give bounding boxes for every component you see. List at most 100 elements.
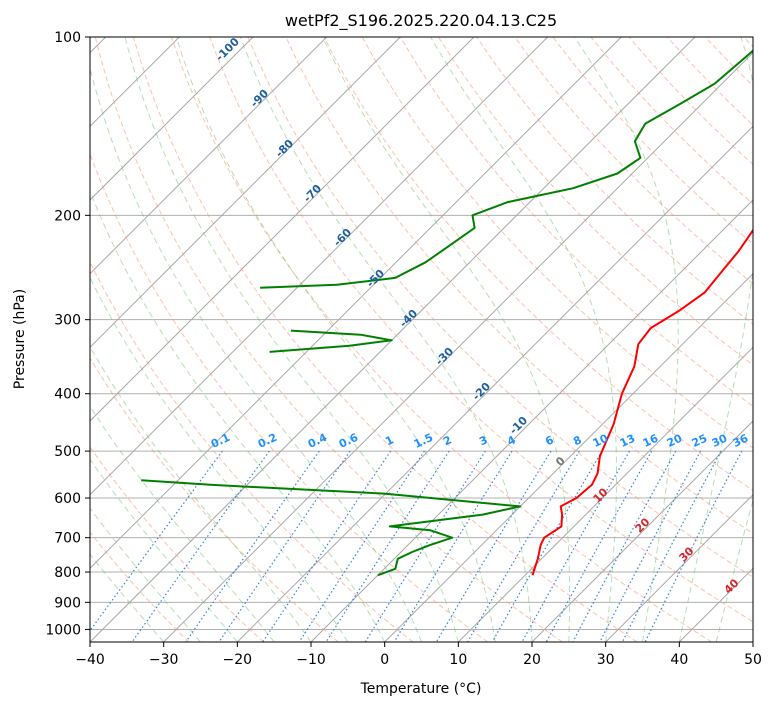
isotherm-line (236, 125, 753, 642)
dry-adiabat-label: -90 (248, 87, 271, 110)
moist-adiabat-line (430, 37, 617, 642)
dry-adiabat-line (90, 260, 414, 642)
dry-adiabat-label: -80 (273, 137, 296, 160)
isotherm-line (752, 641, 753, 642)
dry-adiabat-label: -20 (470, 380, 493, 403)
mixing-ratio-line (218, 450, 351, 642)
moist-adiabat-line (124, 37, 459, 642)
mixing-ratio-line (621, 450, 722, 642)
y-tick-label: 1000 (45, 622, 81, 638)
mixing-ratio-label: 30 (710, 432, 730, 450)
moist-adiabat-line (715, 498, 753, 642)
y-tick-label: 400 (54, 387, 81, 403)
mixing-ratio-label: 2 (441, 433, 453, 448)
dry-adiabat-line (90, 152, 488, 642)
mixing-ratio-label: 25 (690, 432, 709, 450)
temperature-profile-line (531, 228, 753, 576)
y-tick-label: 500 (54, 444, 81, 460)
x-tick-label: −20 (223, 652, 253, 668)
moist-adiabat-line (90, 276, 349, 642)
mixing-ratio-line (572, 450, 677, 642)
moist-adiabat-line (90, 458, 238, 642)
x-tick-label: 30 (597, 652, 615, 668)
mixing-ratio-line (644, 450, 743, 642)
mixing-ratio-line (185, 450, 320, 642)
chart-title: wetPf2_S196.2025.220.04.13.C25 (285, 11, 557, 31)
x-tick-label: −30 (149, 652, 179, 668)
dry-adiabat-line (90, 356, 339, 642)
dry-adiabat-line (132, 37, 638, 642)
dry-adiabat-line (361, 37, 753, 449)
mixing-ratio-label: 20 (665, 432, 685, 450)
dry-adiabat-line (90, 446, 264, 642)
x-tick-label: 10 (449, 652, 467, 668)
isotherm-line (90, 37, 401, 349)
dry-adiabat-line (171, 37, 712, 642)
dry-adiabat-line (704, 37, 753, 87)
y-tick-label: 900 (54, 595, 81, 611)
y-tick-label: 600 (54, 491, 81, 507)
mixing-ratio-label: 3 (477, 433, 489, 448)
mixing-ratio-label: 16 (641, 432, 661, 450)
dry-adiabat-line (247, 37, 753, 578)
mixing-ratio-line (131, 450, 270, 642)
isotherm-line (163, 51, 753, 642)
plot-frame (89, 36, 754, 643)
mixing-ratio-line (435, 450, 552, 642)
dry-adiabat-line (399, 37, 753, 407)
dry-adiabat-line (514, 37, 753, 285)
x-tick-label: 40 (670, 652, 688, 668)
moist-adiabat-line (175, 37, 496, 642)
mixing-ratio-label: 8 (571, 433, 583, 448)
isotherm-line (90, 37, 328, 275)
dry-adiabat-line (437, 37, 753, 366)
moist-adiabat-label: 30 (677, 544, 697, 564)
dry-adiabat-line (323, 37, 753, 491)
mixing-ratio-label: 10 (591, 432, 611, 450)
y-tick-label: 300 (54, 313, 81, 329)
isotherm-line (531, 420, 753, 642)
dry-adiabat-label: -50 (364, 267, 387, 290)
x-tick-label: −10 (296, 652, 326, 668)
x-tick-label: −40 (75, 652, 105, 668)
dry-adiabat-label: -40 (397, 307, 420, 330)
moist-adiabat-line (90, 189, 386, 642)
mixing-ratio-line (466, 450, 580, 642)
moist-adiabat-label: 20 (633, 515, 653, 535)
isotherm-line (90, 37, 622, 570)
isotherm-line (457, 346, 753, 642)
dewpoint-profile-line (269, 329, 393, 353)
mixing-ratio-label: 0.4 (306, 431, 329, 451)
isotherm-line (90, 37, 254, 201)
y-tick-label: 100 (54, 30, 81, 46)
moist-adiabat-line (90, 345, 312, 642)
mixing-ratio-label: 1 (383, 433, 395, 448)
moist-adiabat-line (678, 37, 753, 642)
moist-adiabat-line (90, 507, 201, 642)
x-tick-label: 50 (744, 652, 762, 668)
mixing-ratio-label: 0.1 (209, 431, 232, 451)
x-tick-label: 0 (380, 652, 389, 668)
dry-adiabat-label: -60 (331, 226, 354, 249)
dry-adiabat-line (209, 37, 753, 623)
moist-adiabat-line (239, 37, 533, 642)
moist-adiabat-label: 40 (722, 576, 742, 596)
mixing-ratio-label: 13 (618, 432, 637, 450)
dry-adiabat-line (285, 37, 753, 535)
dry-adiabat-line (94, 37, 563, 642)
moist-adiabat-label: 10 (591, 485, 611, 505)
mixing-ratio-label: 36 (731, 432, 751, 450)
isotherm-line (90, 37, 549, 496)
mixing-ratio-label: 0.2 (256, 431, 279, 451)
y-axis-label: Pressure (hPa) (12, 289, 28, 389)
moist-adiabat-line (90, 553, 165, 642)
dry-adiabat-line (90, 531, 190, 642)
dry-adiabat-label: -30 (433, 345, 456, 368)
mixing-ratio-line (599, 450, 702, 642)
moist-adiabat-line (90, 65, 422, 642)
moist-adiabat-line (322, 37, 571, 642)
isotherm-line (384, 272, 753, 642)
y-tick-label: 200 (54, 208, 81, 224)
mixing-ratio-line (298, 450, 425, 642)
